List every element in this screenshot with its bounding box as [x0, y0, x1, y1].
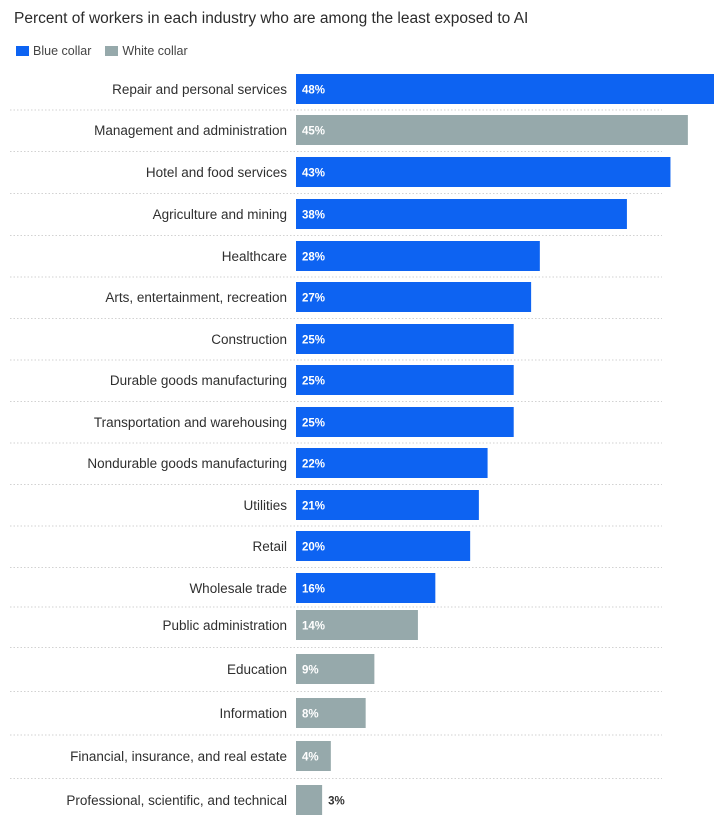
bar-hotel-and-food-services — [296, 157, 671, 187]
bar-healthcare — [296, 241, 540, 271]
bar-information — [296, 698, 366, 728]
category-label-hotel-and-food-services: Hotel and food services — [146, 165, 287, 180]
value-label-financial-insurance-and-real-estate: 4% — [302, 752, 319, 764]
category-label-wholesale-trade: Wholesale trade — [189, 581, 287, 596]
category-label-healthcare: Healthcare — [222, 249, 287, 264]
category-label-financial-insurance-and-real-estate: Financial, insurance, and real estate — [70, 749, 287, 764]
value-label-management-and-administration: 45% — [302, 126, 325, 138]
value-label-construction: 25% — [302, 335, 325, 347]
value-label-utilities: 21% — [302, 501, 325, 513]
value-label-durable-goods-manufacturing: 25% — [302, 376, 325, 388]
bar-professional-scientific-and-technical — [296, 785, 323, 815]
value-label-professional-scientific-and-technical: 3% — [328, 796, 345, 808]
chart-title: Percent of workers in each industry who … — [14, 10, 529, 27]
bar-financial-insurance-and-real-estate — [296, 741, 331, 771]
bar-retail — [296, 531, 471, 561]
category-label-durable-goods-manufacturing: Durable goods manufacturing — [110, 373, 287, 388]
category-label-agriculture-and-mining: Agriculture and mining — [153, 207, 287, 222]
legend-item-blue-collar: Blue collar — [16, 44, 91, 58]
value-label-information: 8% — [302, 709, 319, 721]
category-label-utilities: Utilities — [243, 498, 287, 513]
value-label-retail: 20% — [302, 542, 325, 554]
bar-agriculture-and-mining — [296, 199, 627, 229]
category-label-repair-and-personal-services: Repair and personal services — [112, 82, 287, 97]
value-label-agriculture-and-mining: 38% — [302, 210, 325, 222]
value-label-wholesale-trade: 16% — [302, 584, 325, 596]
value-label-repair-and-personal-services: 48% — [302, 85, 325, 97]
category-label-construction: Construction — [211, 332, 287, 347]
legend-label-blue-collar: Blue collar — [33, 44, 92, 58]
category-label-retail: Retail — [252, 539, 287, 554]
value-label-healthcare: 28% — [302, 252, 325, 264]
legend-swatch-blue-collar — [16, 46, 29, 56]
legend-label-white-collar: White collar — [122, 44, 188, 58]
value-label-hotel-and-food-services: 43% — [302, 168, 325, 180]
value-label-education: 9% — [302, 665, 319, 677]
bar-public-administration — [296, 610, 418, 640]
bar-education — [296, 654, 375, 684]
bar-arts-entertainment-recreation — [296, 282, 532, 312]
category-label-professional-scientific-and-technical: Professional, scientific, and technical — [66, 793, 287, 808]
category-label-public-administration: Public administration — [162, 618, 287, 633]
legend-swatch-white-collar — [105, 46, 119, 56]
category-label-information: Information — [219, 706, 287, 721]
legend: Blue collar White collar — [16, 44, 202, 58]
category-label-education: Education — [227, 662, 287, 677]
category-label-arts-entertainment-recreation: Arts, entertainment, recreation — [105, 290, 287, 305]
category-label-nondurable-goods-manufacturing: Nondurable goods manufacturing — [87, 456, 287, 471]
bar-wholesale-trade — [296, 573, 436, 603]
bar-management-and-administration — [296, 115, 688, 145]
legend-item-white-collar: White collar — [105, 44, 188, 58]
value-label-nondurable-goods-manufacturing: 22% — [302, 459, 325, 471]
bar-durable-goods-manufacturing — [296, 365, 514, 395]
category-label-management-and-administration: Management and administration — [94, 123, 287, 138]
bar-utilities — [296, 490, 479, 520]
category-label-transportation-and-warehousing: Transportation and warehousing — [94, 415, 287, 430]
bar-nondurable-goods-manufacturing — [296, 448, 488, 478]
value-label-transportation-and-warehousing: 25% — [302, 418, 325, 430]
bar-construction — [296, 324, 514, 354]
value-label-public-administration: 14% — [302, 621, 325, 633]
bar-repair-and-personal-services — [296, 74, 714, 104]
value-label-arts-entertainment-recreation: 27% — [302, 293, 325, 305]
bar-transportation-and-warehousing — [296, 407, 514, 437]
